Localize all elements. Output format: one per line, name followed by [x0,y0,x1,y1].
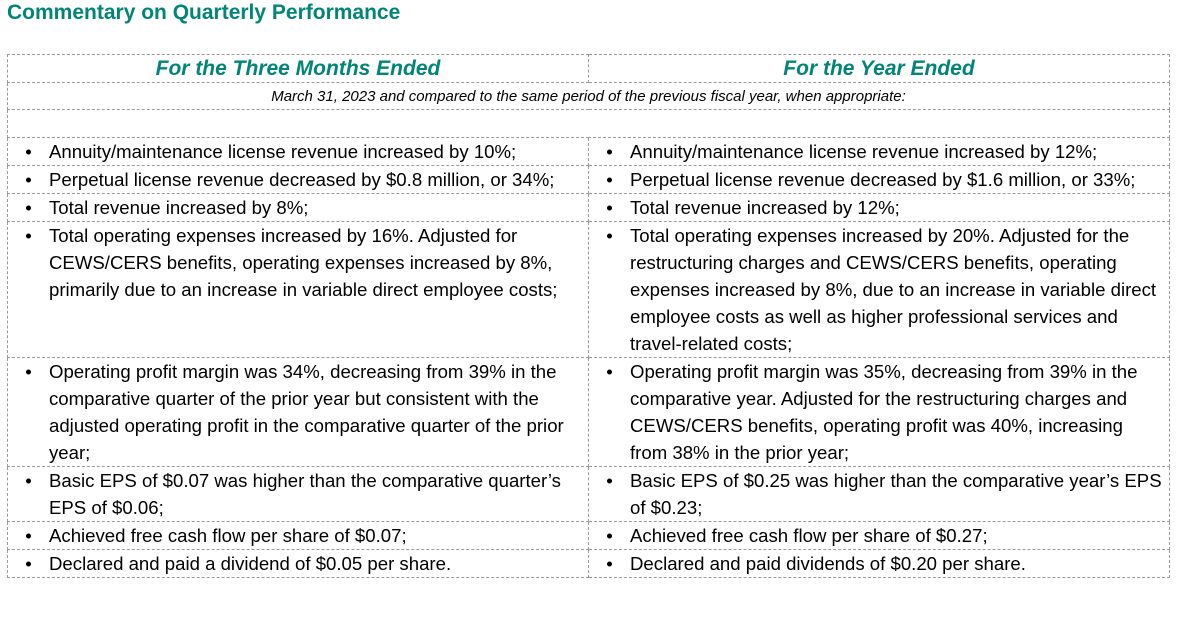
header-three-months: For the Three Months Ended [7,54,589,83]
bullet-item: • Total revenue increased by 12%; [589,194,1169,221]
column-header-row: For the Three Months Ended For the Year … [7,54,1170,83]
bullet-text: Achieved free cash flow per share of $0.… [49,525,407,546]
year-cell: • Operating profit margin was 35%, decrea… [588,357,1170,467]
subheader-row: March 31, 2023 and compared to the same … [7,82,1170,110]
year-cell: • Annuity/maintenance license revenue inc… [588,137,1170,166]
year-cell: • Basic EPS of $0.25 was higher than the … [588,466,1170,522]
bullet-text: Operating profit margin was 35%, decreas… [630,361,1138,463]
bullet-icon: • [606,197,613,218]
spacer-row [7,109,1170,138]
header-year: For the Year Ended [588,54,1170,83]
bullet-item: • Basic EPS of $0.07 was higher than the … [8,467,588,521]
year-cell: • Total operating expenses increased by 2… [588,221,1170,358]
bullet-text: Operating profit margin was 34%, decreas… [49,361,564,463]
table-row: • Basic EPS of $0.07 was higher than the … [7,466,1170,522]
bullet-rows: • Annuity/maintenance license revenue inc… [7,137,1170,578]
bullet-text: Perpetual license revenue decreased by $… [630,169,1136,190]
bullet-text: Total revenue increased by 8%; [49,197,309,218]
bullet-text: Basic EPS of $0.25 was higher than the c… [630,470,1162,518]
spacer-cell [7,109,1170,138]
year-cell: • Total revenue increased by 12%; [588,193,1170,222]
table-row: • Total operating expenses increased by 1… [7,221,1170,358]
three-months-cell: • Declared and paid a dividend of $0.05 p… [7,549,589,578]
bullet-item: • Basic EPS of $0.25 was higher than the … [589,467,1169,521]
bullet-text: Annuity/maintenance license revenue incr… [630,141,1098,162]
bullet-icon: • [25,361,32,382]
three-months-cell: • Operating profit margin was 34%, decrea… [7,357,589,467]
three-months-cell: • Basic EPS of $0.07 was higher than the … [7,466,589,522]
bullet-text: Declared and paid dividends of $0.20 per… [630,553,1026,574]
bullet-text: Annuity/maintenance license revenue incr… [49,141,517,162]
bullet-item: • Total revenue increased by 8%; [8,194,588,221]
bullet-item: • Annuity/maintenance license revenue inc… [589,138,1169,165]
bullet-item: • Perpetual license revenue decreased by … [8,166,588,193]
bullet-item: • Achieved free cash flow per share of $0… [589,522,1169,549]
bullet-text: Total operating expenses increased by 20… [630,225,1157,354]
page-title: Commentary on Quarterly Performance [7,1,401,24]
bullet-item: • Total operating expenses increased by 2… [589,222,1169,357]
bullet-icon: • [606,169,613,190]
bullet-icon: • [606,225,613,246]
table-row: • Declared and paid a dividend of $0.05 p… [7,549,1170,578]
three-months-cell: • Annuity/maintenance license revenue inc… [7,137,589,166]
bullet-icon: • [606,525,613,546]
bullet-item: • Operating profit margin was 34%, decrea… [8,358,588,466]
table-row: • Operating profit margin was 34%, decrea… [7,357,1170,467]
year-cell: • Perpetual license revenue decreased by … [588,165,1170,194]
bullet-icon: • [25,553,32,574]
bullet-item: • Annuity/maintenance license revenue inc… [8,138,588,165]
bullet-item: • Achieved free cash flow per share of $0… [8,522,588,549]
bullet-item: • Perpetual license revenue decreased by … [589,166,1169,193]
subheader-text: March 31, 2023 and compared to the same … [7,82,1170,110]
bullet-item: • Declared and paid a dividend of $0.05 p… [8,550,588,577]
table-row: • Annuity/maintenance license revenue inc… [7,137,1170,166]
bullet-icon: • [606,361,613,382]
bullet-icon: • [25,141,32,162]
bullet-text: Perpetual license revenue decreased by $… [49,169,555,190]
bullet-icon: • [606,141,613,162]
table-row: • Total revenue increased by 8%; • Total re… [7,193,1170,222]
three-months-cell: • Total operating expenses increased by 1… [7,221,589,358]
bullet-text: Basic EPS of $0.07 was higher than the c… [49,470,561,518]
table-row: • Achieved free cash flow per share of $0… [7,521,1170,550]
bullet-icon: • [25,225,32,246]
bullet-item: • Total operating expenses increased by 1… [8,222,588,303]
bullet-text: Declared and paid a dividend of $0.05 pe… [49,553,452,574]
commentary-table: For the Three Months Ended For the Year … [7,54,1170,578]
bullet-text: Total operating expenses increased by 16… [49,225,558,300]
bullet-item: • Declared and paid dividends of $0.20 pe… [589,550,1169,577]
bullet-icon: • [25,525,32,546]
bullet-icon: • [606,553,613,574]
bullet-icon: • [606,470,613,491]
table-row: • Perpetual license revenue decreased by … [7,165,1170,194]
bullet-text: Achieved free cash flow per share of $0.… [630,525,988,546]
bullet-item: • Operating profit margin was 35%, decrea… [589,358,1169,466]
three-months-cell: • Achieved free cash flow per share of $0… [7,521,589,550]
bullet-icon: • [25,197,32,218]
three-months-cell: • Perpetual license revenue decreased by … [7,165,589,194]
bullet-icon: • [25,470,32,491]
year-cell: • Achieved free cash flow per share of $0… [588,521,1170,550]
bullet-icon: • [25,169,32,190]
bullet-text: Total revenue increased by 12%; [630,197,900,218]
year-cell: • Declared and paid dividends of $0.20 pe… [588,549,1170,578]
three-months-cell: • Total revenue increased by 8%; [7,193,589,222]
